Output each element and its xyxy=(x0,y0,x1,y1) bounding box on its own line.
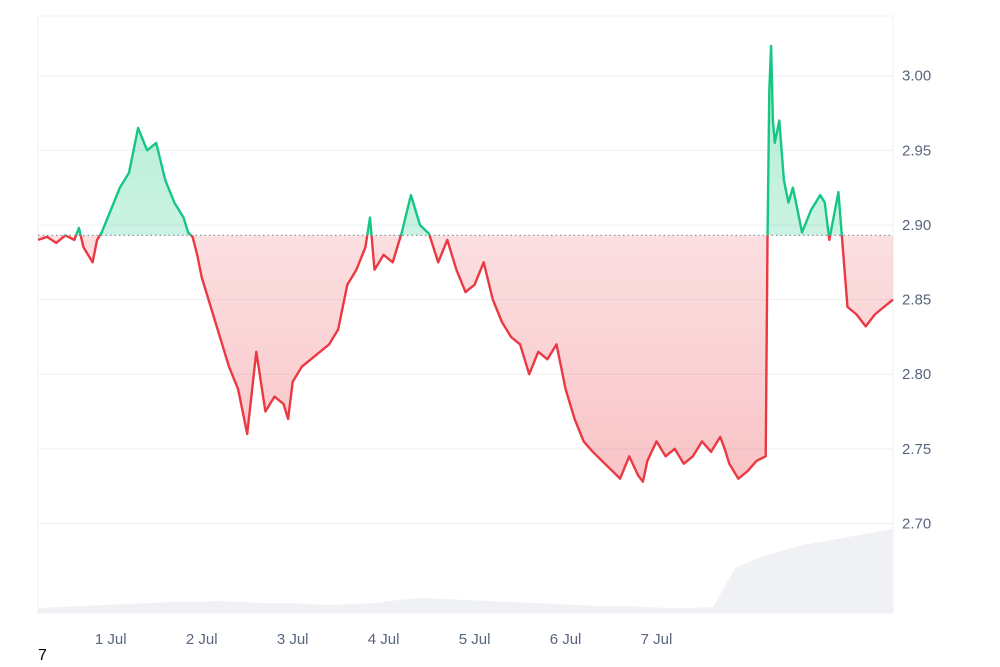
y-tick-label: 3.00 xyxy=(902,68,931,85)
y-tick-label: 2.75 xyxy=(902,441,931,458)
x-tick-label: 6 Jul xyxy=(550,631,582,648)
x-tick-label: 7 Jul xyxy=(641,631,673,648)
area-above-baseline xyxy=(76,45,842,236)
volume-fill xyxy=(38,529,893,613)
price-line-below xyxy=(37,235,894,483)
price-lines xyxy=(37,44,894,483)
area-below-baseline xyxy=(38,235,893,482)
volume-area xyxy=(38,529,893,613)
x-tick-label: 1 Jul xyxy=(95,631,127,648)
area-fills xyxy=(38,45,893,482)
price-line-above xyxy=(63,44,844,236)
x-tick-label: 4 Jul xyxy=(368,631,400,648)
y-tick-label: 2.90 xyxy=(902,217,931,234)
y-tick-label: 2.80 xyxy=(902,366,931,383)
x-tick-label: 2 Jul xyxy=(186,631,218,648)
x-axis: 1 Jul 2 Jul 3 Jul 4 Jul 5 Jul 6 Jul 7 Jul xyxy=(95,631,672,648)
y-tick-label: 2.70 xyxy=(902,515,931,532)
y-tick-label: 2.85 xyxy=(902,292,931,309)
y-tick-label: 2.95 xyxy=(902,142,931,159)
corner-label: 7 xyxy=(38,647,47,664)
y-axis: 2.70 2.75 2.80 2.85 2.90 2.95 3.00 xyxy=(902,68,931,533)
x-tick-label: 5 Jul xyxy=(459,631,491,648)
x-tick-label: 3 Jul xyxy=(277,631,309,648)
